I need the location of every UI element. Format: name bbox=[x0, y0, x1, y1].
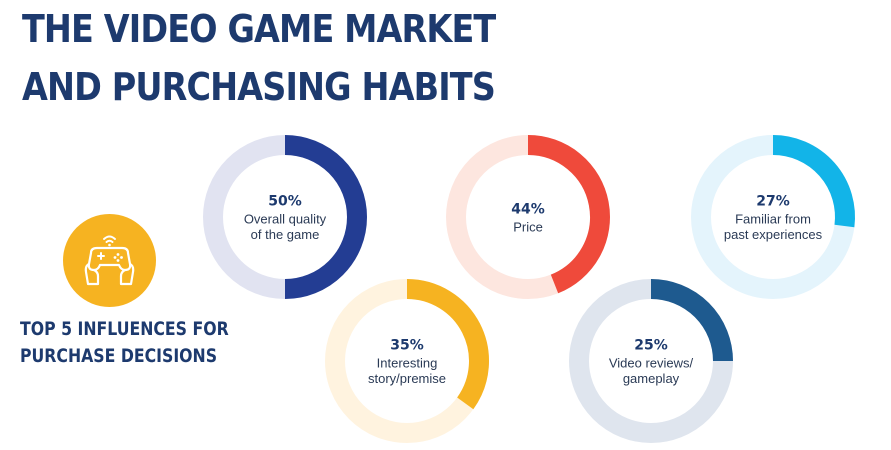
donut-value-arc bbox=[650, 279, 733, 362]
donut-percent-label: 25% bbox=[634, 338, 668, 354]
donut-percent-label: 27% bbox=[756, 194, 790, 210]
subtitle-line-1: TOP 5 INFLUENCES FOR bbox=[20, 319, 229, 340]
title-line-2: AND PURCHASING HABITS bbox=[22, 65, 496, 109]
donut-category-label: Video reviews/ bbox=[609, 356, 694, 371]
donut-category-label: of the game bbox=[251, 227, 320, 242]
donut-category-label: Interesting bbox=[377, 356, 438, 371]
donut-category-label: past experiences bbox=[724, 227, 823, 242]
donut-category-label: Overall quality bbox=[244, 212, 327, 227]
chart-subtitle: TOP 5 INFLUENCES FOR PURCHASE DECISIONS bbox=[20, 316, 229, 370]
donut-category-label: story/premise bbox=[368, 371, 446, 386]
subtitle-line-2: PURCHASE DECISIONS bbox=[20, 346, 218, 367]
donut-percent-label: 35% bbox=[390, 338, 424, 354]
donut-5: 25% Video reviews/gameplay bbox=[569, 279, 733, 443]
donut-percent-label: 50% bbox=[268, 194, 302, 210]
donut-value-arc bbox=[284, 135, 367, 299]
donut-category-label: gameplay bbox=[623, 371, 680, 386]
gamepad-hands-icon bbox=[63, 214, 156, 307]
donut-2: 44% Price bbox=[446, 135, 610, 299]
donut-value-arc bbox=[527, 135, 610, 294]
page-title: THE VIDEO GAME MARKET AND PURCHASING HAB… bbox=[22, 0, 496, 116]
title-line-1: THE VIDEO GAME MARKET bbox=[22, 7, 496, 51]
donut-value-arc bbox=[406, 279, 489, 410]
donut-percent-label: 44% bbox=[511, 201, 545, 217]
donut-category-label: Familiar from bbox=[735, 212, 811, 227]
donut-value-arc bbox=[772, 135, 855, 228]
donut-category-label: Price bbox=[513, 219, 543, 234]
